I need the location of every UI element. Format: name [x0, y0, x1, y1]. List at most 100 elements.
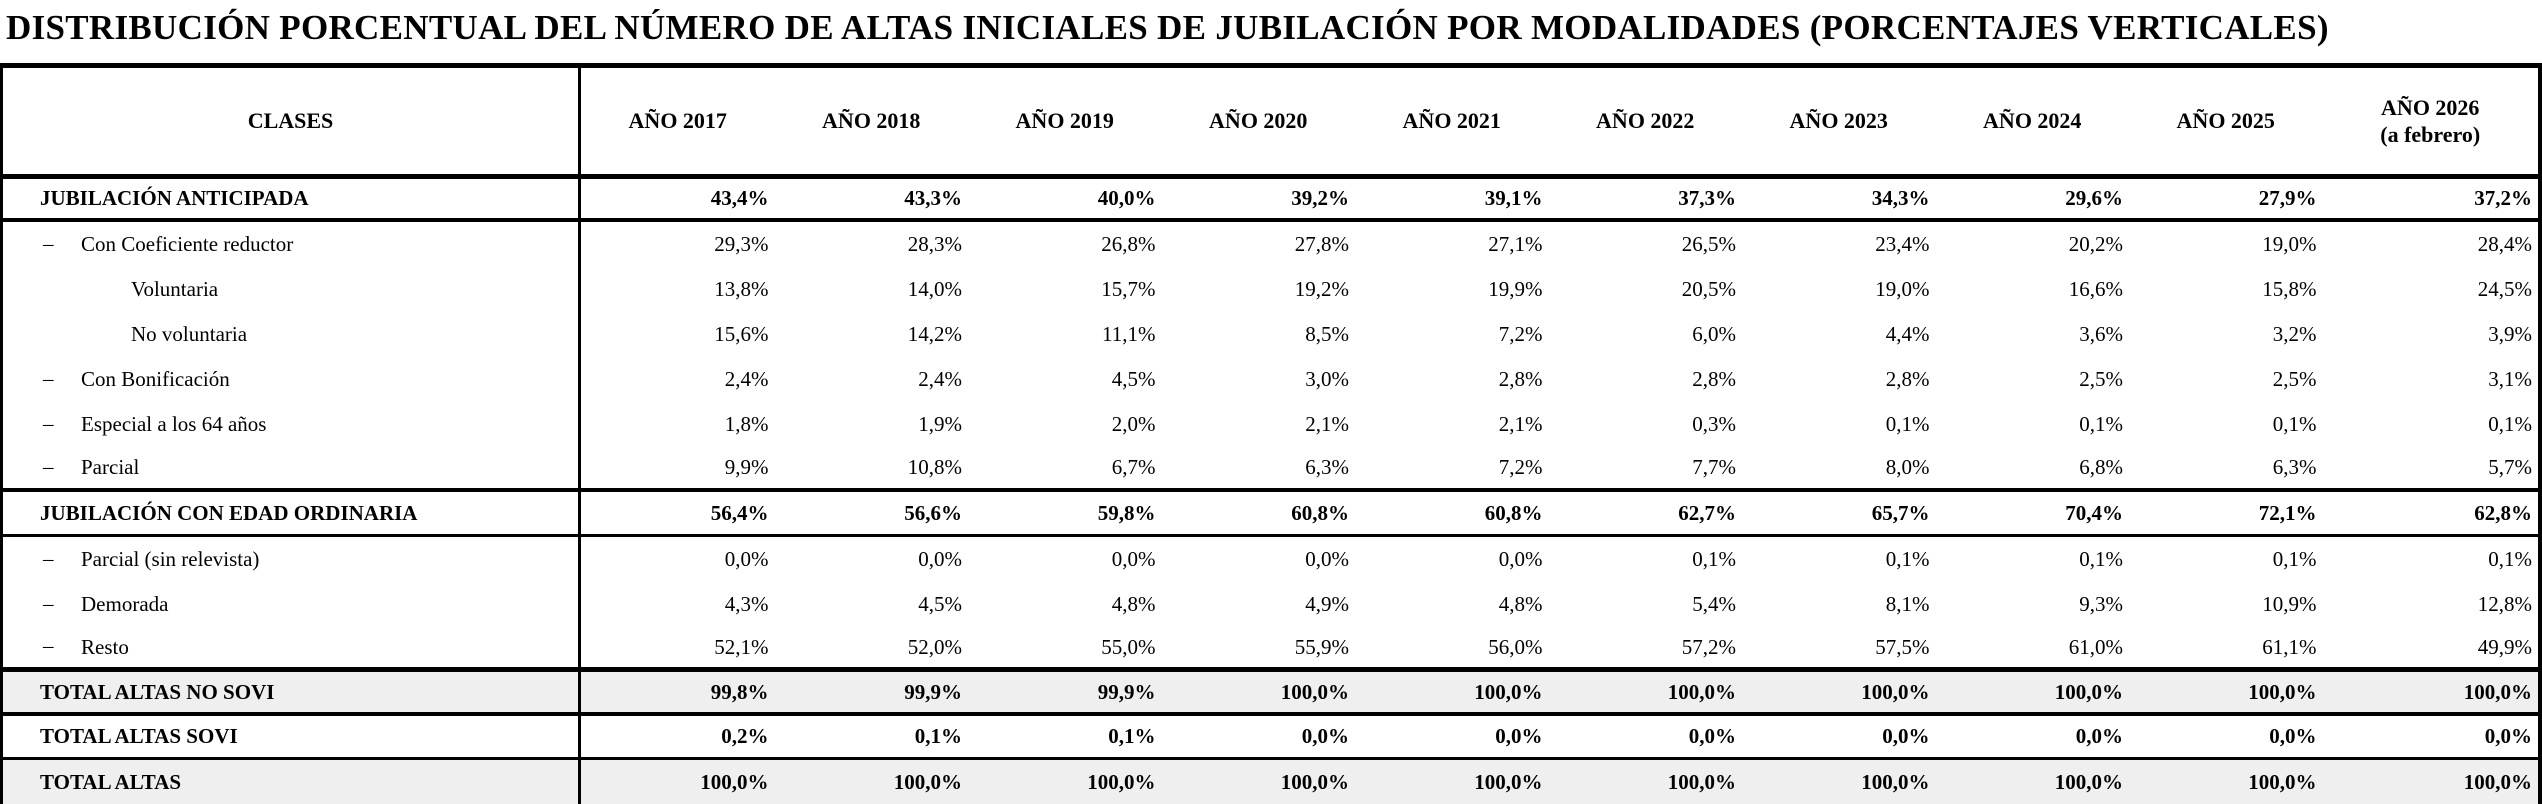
value-cell: 29,3% [714, 232, 769, 256]
value-cell: 0,0% [1498, 547, 1543, 571]
value-cell: 57,5% [1875, 634, 1930, 659]
value-cell: 37,3% [1678, 186, 1736, 210]
row-label: JUBILACIÓN CON EDAD ORDINARIA [40, 500, 418, 525]
value-cell: 4,8% [1498, 592, 1543, 616]
row-label-cell: – Demorada [3, 582, 581, 627]
retirement-table: CLASES AÑO 2017 AÑO 2018 AÑO 2019 AÑO 2020 A… [0, 63, 2542, 804]
value-cell: 34,3% [1871, 186, 1930, 210]
value-cell: 4,9% [1305, 592, 1349, 616]
table-row: – Con Bonificación 2,4% 2,4% 4,5% 3,0% 2,8% 2,8… [3, 357, 2538, 402]
value-cell: 28,4% [2477, 232, 2532, 256]
row-label-cell: JUBILACIÓN ANTICIPADA [3, 179, 581, 218]
table-row: – Resto 52,1% 52,0% 55,0% 55,9% 56,0% 57,2% 57,5… [3, 627, 2538, 672]
value-cell: 0,1% [2488, 547, 2532, 571]
row-label-cell: No voluntaria [3, 312, 581, 357]
value-cell: 8,1% [1885, 592, 1930, 616]
value-cell: 39,2% [1291, 186, 1349, 210]
row-label: Parcial [81, 455, 140, 479]
value-cell: 2,8% [1498, 367, 1543, 391]
value-cell: 100,0% [1474, 679, 1543, 704]
value-cell: 0,1% [1108, 724, 1156, 748]
row-label-cell: – Con Bonificación [3, 357, 581, 402]
value-cell: 0,0% [1882, 724, 1930, 748]
value-cell: 16,6% [2068, 277, 2123, 301]
value-cell: 0,3% [1692, 412, 1736, 436]
row-label-cell: TOTAL ALTAS SOVI [3, 716, 581, 757]
value-cell: 15,8% [2262, 277, 2317, 301]
value-cell: 19,9% [1488, 277, 1543, 301]
year-header: AÑO 2021 [1402, 108, 1501, 134]
value-cell: 0,2% [721, 724, 769, 748]
value-cell: 0,1% [2079, 547, 2123, 571]
value-cell: 2,1% [1305, 412, 1349, 436]
value-cell: 28,3% [907, 232, 962, 256]
page-title: DISTRIBUCIÓN PORCENTUAL DEL NÚMERO DE AL… [6, 8, 2329, 47]
value-cell: 0,0% [2075, 724, 2123, 748]
value-cell: 0,0% [2269, 724, 2317, 748]
value-cell: 5,4% [1692, 592, 1736, 616]
value-cell: 19,0% [1875, 277, 1930, 301]
value-cell: 100,0% [2463, 679, 2532, 704]
row-label-cell: – Parcial (sin relevista) [3, 537, 581, 582]
value-cell: 72,1% [2258, 500, 2317, 525]
value-cell: 14,2% [907, 322, 962, 346]
value-cell: 6,3% [2272, 455, 2317, 479]
value-cell: 3,1% [2488, 367, 2532, 391]
table-row: – Demorada 4,3% 4,5% 4,8% 4,9% 4,8% 5,4% 8,1% 9,3… [3, 582, 2538, 627]
table-row: No voluntaria 15,6% 14,2% 11,1% 8,5% 7,2% 6,0%… [3, 312, 2538, 357]
value-cell: 6,3% [1305, 455, 1349, 479]
value-cell: 37,2% [2474, 186, 2532, 210]
value-cell: 99,8% [710, 679, 769, 704]
value-cell: 19,0% [2262, 232, 2317, 256]
row-label: TOTAL ALTAS NO SOVI [40, 679, 275, 704]
value-cell: 43,3% [904, 186, 962, 210]
value-cell: 100,0% [1280, 679, 1349, 704]
value-cell: 0,0% [724, 547, 769, 571]
value-cell: 0,1% [2079, 412, 2123, 436]
dash-marker: – [43, 546, 54, 570]
value-cell: 100,0% [700, 769, 769, 794]
value-cell: 61,0% [2068, 634, 2123, 659]
year-header: AÑO 2022 [1596, 108, 1695, 134]
table-body: JUBILACIÓN ANTICIPADA 43,4% 43,3% 40,0% 39,2… [3, 179, 2538, 804]
value-cell: 39,1% [1484, 186, 1543, 210]
value-cell: 100,0% [1861, 679, 1930, 704]
value-cell: 29,6% [2065, 186, 2123, 210]
value-cell: 23,4% [1875, 232, 1930, 256]
row-label-cell: – Parcial [3, 447, 581, 488]
value-cell: 4,5% [918, 592, 962, 616]
dash-marker: – [43, 411, 54, 435]
value-cell: 8,5% [1305, 322, 1349, 346]
value-cell: 99,9% [904, 679, 962, 704]
value-cell: 0,0% [1305, 547, 1349, 571]
value-cell: 2,8% [1692, 367, 1736, 391]
value-cell: 19,2% [1294, 277, 1349, 301]
table-row: Voluntaria 13,8% 14,0% 15,7% 19,2% 19,9% 20,5%… [3, 267, 2538, 312]
year-header-line2: (a febrero) [2380, 122, 2481, 147]
value-cell: 27,1% [1488, 232, 1543, 256]
row-label-cell: TOTAL ALTAS NO SOVI [3, 672, 581, 712]
row-label: Con Bonificación [81, 367, 230, 391]
year-header-line1: AÑO 2026 [2381, 94, 2480, 120]
value-cell: 40,0% [1097, 186, 1156, 210]
value-cell: 5,7% [2488, 455, 2532, 479]
value-cell: 100,0% [1474, 769, 1543, 794]
value-cell: 2,5% [2079, 367, 2123, 391]
value-cell: 2,1% [1498, 412, 1543, 436]
value-cell: 3,6% [2079, 322, 2123, 346]
value-cell: 20,5% [1681, 277, 1736, 301]
dash-marker: – [43, 591, 54, 615]
value-cell: 56,6% [904, 500, 962, 525]
value-cell: 2,0% [1111, 412, 1156, 436]
value-cell: 7,2% [1498, 322, 1543, 346]
value-cell: 9,9% [724, 455, 769, 479]
dash-marker: – [43, 633, 54, 658]
value-cell: 15,7% [1101, 277, 1156, 301]
value-cell: 100,0% [2248, 679, 2317, 704]
value-cell: 43,4% [710, 186, 769, 210]
value-cell: 100,0% [2054, 769, 2123, 794]
value-cell: 4,3% [724, 592, 769, 616]
value-cell: 4,4% [1885, 322, 1930, 346]
table-row: TOTAL ALTAS 100,0% 100,0% 100,0% 100,0% 100,0… [3, 760, 2538, 804]
